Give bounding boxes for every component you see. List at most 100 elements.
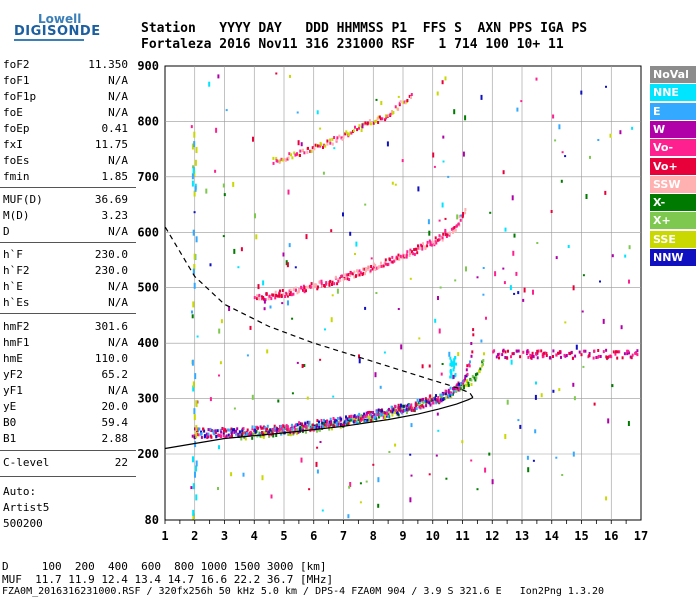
cusp-point <box>453 363 455 367</box>
third-hop-point <box>329 138 332 142</box>
param-name: yF1 <box>3 384 23 397</box>
noise-point <box>536 242 539 244</box>
third-hop-point <box>319 144 322 148</box>
y-tick-label: 80 <box>145 513 159 527</box>
o-trace-point <box>464 375 467 378</box>
noise-point <box>461 440 464 444</box>
noise-point <box>438 219 441 222</box>
o-trace-point <box>355 415 357 419</box>
x-trace-point <box>463 384 465 388</box>
o-trace-point <box>249 430 252 434</box>
o-trace-point <box>209 427 212 431</box>
o-trace-point <box>286 425 289 429</box>
x-trace-point <box>470 383 473 386</box>
noise-point <box>218 445 220 450</box>
third-hop-point <box>310 149 313 153</box>
o-trace-point <box>450 391 452 395</box>
x-trace-point <box>318 428 321 432</box>
second-hop-point <box>397 253 400 257</box>
o-trace-point <box>316 426 319 430</box>
param-name: C-level <box>3 456 50 469</box>
noise-point <box>232 181 235 187</box>
noise-point <box>444 217 447 220</box>
o-trace-point <box>435 401 438 405</box>
noise-point <box>564 155 567 158</box>
spread-point <box>574 354 577 358</box>
o-trace-point <box>405 404 408 408</box>
noise-point <box>219 361 222 365</box>
spread-point <box>512 352 515 356</box>
param-name: B0 <box>3 416 17 429</box>
noise-point <box>410 423 413 428</box>
o-trace-point <box>432 397 435 401</box>
low-freq-point <box>192 513 195 520</box>
noise-point <box>482 293 485 296</box>
second-hop-point <box>358 273 361 277</box>
o-trace-point <box>241 429 244 433</box>
x-trace-point <box>387 413 390 417</box>
noise-point <box>561 474 564 476</box>
noise-point <box>532 459 535 462</box>
second-hop-point <box>406 250 409 254</box>
third-hop-point <box>280 157 283 161</box>
second-hop-point <box>368 265 371 269</box>
x-trace-point <box>483 352 485 356</box>
cusp-point <box>449 369 452 372</box>
x-tick-label: 6 <box>310 529 317 543</box>
second-hop-point <box>347 273 350 277</box>
x-tick-label: 7 <box>340 529 347 543</box>
o-trace-point <box>429 403 432 407</box>
o-trace-point <box>340 417 343 421</box>
noise-point <box>581 310 584 313</box>
o-trace-point <box>361 415 364 418</box>
noise-point <box>560 179 563 183</box>
o-trace-point <box>387 414 390 418</box>
o-trace-point <box>224 435 227 439</box>
spread-point <box>507 349 509 353</box>
x-trace-point <box>262 435 265 439</box>
noise-point <box>291 317 294 320</box>
spread-point <box>582 349 585 353</box>
o-trace-point <box>399 406 402 410</box>
electron-density-profile <box>164 396 474 450</box>
noise-point <box>535 381 537 385</box>
o-trace-point <box>308 420 311 424</box>
noise-point <box>575 344 578 350</box>
noise-point <box>447 175 450 178</box>
x-trace-point <box>328 427 331 431</box>
second-hop-point <box>363 267 366 271</box>
second-hop-point <box>426 244 429 248</box>
o-trace-point <box>375 410 378 414</box>
second-hop-point <box>391 260 394 264</box>
noise-point <box>358 354 360 359</box>
x-trace-point <box>287 432 290 436</box>
o-trace-point <box>287 428 290 431</box>
o-trace-point <box>242 427 245 431</box>
noise-point <box>482 267 485 269</box>
x-trace-point <box>379 414 382 418</box>
low-freq-point <box>193 131 196 138</box>
third-hop-point <box>324 144 327 148</box>
legend-item: X+ <box>650 212 696 230</box>
second-hop-point <box>321 284 324 288</box>
spread-point <box>588 354 591 357</box>
second-hop-point <box>445 235 448 238</box>
noise-point <box>620 325 623 330</box>
spread-point <box>531 351 534 355</box>
third-hop-point <box>356 128 359 132</box>
spread-point <box>560 355 562 359</box>
cusp-point <box>453 365 456 369</box>
second-hop-point <box>315 284 318 288</box>
low-freq-point <box>192 167 195 174</box>
noise-point <box>410 474 413 477</box>
second-hop-point <box>372 265 375 269</box>
spread-point <box>530 355 532 359</box>
o-trace-point <box>336 417 339 420</box>
o-trace-point <box>254 430 257 434</box>
noise-point <box>209 263 212 267</box>
o-trace-point <box>414 407 417 411</box>
second-hop-point <box>405 253 408 257</box>
third-hop-point <box>385 116 388 120</box>
second-hop-point <box>364 267 367 270</box>
param-value: 230.0 <box>94 264 128 277</box>
